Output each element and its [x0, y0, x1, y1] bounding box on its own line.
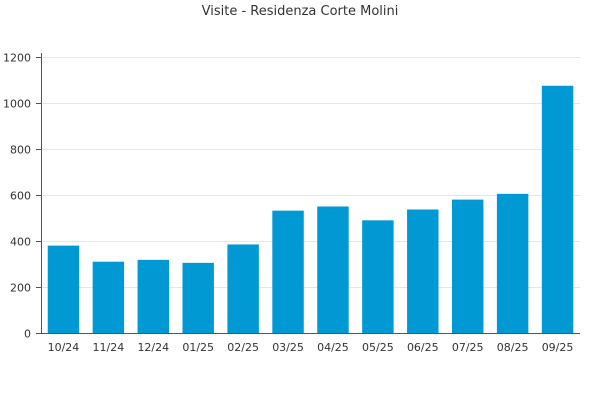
bar [137, 259, 170, 333]
y-tick-label: 1000 [3, 98, 31, 111]
y-tick-label: 600 [10, 190, 31, 203]
x-tick-label: 03/25 [272, 341, 304, 354]
y-tick-label: 400 [10, 236, 31, 249]
y-tick-label: 0 [24, 328, 31, 341]
bar [541, 85, 574, 333]
x-tick-label: 02/25 [227, 341, 259, 354]
x-tick-label: 06/25 [407, 341, 439, 354]
x-tick-label: 01/25 [182, 341, 214, 354]
x-tick-label: 04/25 [317, 341, 349, 354]
chart-title: Visite - Residenza Corte Molini [201, 4, 399, 19]
y-tick-label: 800 [10, 144, 31, 157]
x-tick-label: 10/24 [48, 341, 80, 354]
bar [407, 209, 439, 333]
y-tick-label: 200 [10, 282, 31, 295]
bar [362, 220, 394, 333]
bar [451, 199, 484, 333]
bar [496, 193, 529, 333]
y-tick-label: 1200 [3, 52, 31, 65]
x-tick-label: 05/25 [362, 341, 394, 354]
bar [182, 262, 214, 333]
bar [317, 206, 349, 333]
x-tick-label: 12/24 [137, 341, 169, 354]
bar [272, 210, 304, 333]
x-tick-label: 09/25 [542, 341, 574, 354]
x-tick-label: 11/24 [93, 341, 125, 354]
bar [227, 244, 259, 333]
x-tick-label: 07/25 [452, 341, 484, 354]
bar [47, 245, 80, 333]
x-tick-label: 08/25 [497, 341, 529, 354]
bar [92, 261, 125, 333]
